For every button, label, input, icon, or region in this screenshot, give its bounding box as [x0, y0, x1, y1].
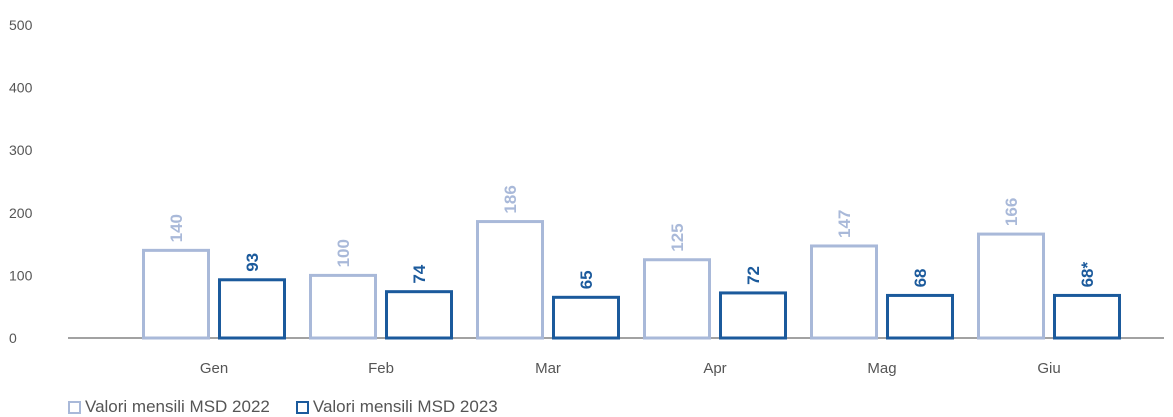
legend-label-2023: Valori mensili MSD 2023 — [312, 397, 498, 416]
legend-item-2023: Valori mensili MSD 2023 — [295, 397, 498, 417]
y-tick-label: 500 — [9, 17, 33, 33]
legend-swatch-2023 — [295, 400, 309, 414]
y-tick-label: 100 — [9, 267, 33, 283]
y-tick-label: 0 — [9, 330, 17, 346]
value-label-2023: 93 — [243, 253, 262, 272]
legend-label-2022: Valori mensili MSD 2022 — [85, 397, 270, 416]
value-label-2023: 74 — [410, 264, 429, 283]
category-label: Apr — [703, 360, 726, 377]
bar-2022 — [643, 258, 711, 340]
value-label-2023: 65 — [577, 270, 596, 289]
bar-2023 — [552, 295, 620, 340]
bar-2022 — [476, 220, 544, 340]
legend-item-2022: Valori mensili MSD 2022 — [68, 397, 270, 417]
bar-2023 — [1053, 293, 1121, 340]
value-label-2023: 72 — [744, 266, 763, 285]
category-label: Giu — [1037, 360, 1060, 377]
legend-swatch-2022 — [68, 400, 81, 414]
category-label: Mar — [535, 360, 561, 377]
value-label-2022: 147 — [835, 210, 854, 238]
category-label: Gen — [200, 360, 228, 377]
bar-2023 — [385, 290, 453, 340]
legend: Valori mensili MSD 2022 Valori mensili M… — [68, 397, 498, 417]
value-label-2023: 68* — [1078, 262, 1097, 288]
bar-2023 — [218, 278, 286, 340]
value-label-2022: 100 — [334, 239, 353, 267]
category-label: Mag — [867, 360, 896, 377]
category-label: Feb — [368, 360, 394, 377]
y-tick-label: 200 — [9, 205, 33, 221]
bar-2022 — [309, 273, 377, 340]
value-label-2022: 166 — [1002, 198, 1021, 226]
value-label-2022: 186 — [501, 185, 520, 213]
value-label-2023: 68 — [911, 269, 930, 288]
value-label-2022: 140 — [167, 214, 186, 242]
bar-2022 — [977, 232, 1045, 340]
bar-2023 — [719, 291, 787, 340]
y-tick-label: 400 — [9, 80, 33, 96]
bar-2022 — [810, 244, 878, 340]
bar-2023 — [886, 293, 954, 340]
bar-2022 — [142, 248, 210, 340]
value-label-2022: 125 — [668, 223, 687, 251]
y-tick-label: 300 — [9, 142, 33, 158]
